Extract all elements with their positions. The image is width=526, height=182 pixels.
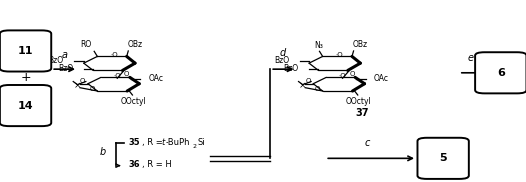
Text: 14: 14 [18,101,33,110]
FancyBboxPatch shape [0,30,51,72]
Text: t: t [161,138,165,147]
Text: +: + [20,71,31,84]
Text: 35: 35 [129,138,140,147]
Text: O: O [305,78,311,84]
Text: O: O [89,86,95,92]
Text: Si: Si [198,138,206,147]
Text: O: O [315,86,320,92]
Text: OAc: OAc [374,74,389,83]
Text: BzO: BzO [49,56,64,66]
Text: BzO: BzO [274,56,289,66]
Text: N₃: N₃ [314,41,323,50]
Text: OBz: OBz [353,40,368,49]
FancyBboxPatch shape [0,85,51,126]
FancyBboxPatch shape [418,138,469,179]
Text: O: O [80,78,85,84]
Text: OOctyl: OOctyl [346,97,372,106]
Text: OAc: OAc [149,74,164,83]
Text: 5: 5 [439,153,447,163]
Text: 36: 36 [129,160,140,169]
Text: OBz: OBz [127,40,143,49]
Text: c: c [365,138,370,148]
Text: 2: 2 [193,144,197,149]
Text: 6: 6 [497,68,505,78]
Text: ·O: ·O [113,73,121,79]
Text: a: a [62,50,67,60]
Text: O: O [349,71,355,77]
Text: BzO: BzO [284,64,299,73]
Text: ·O: ·O [336,52,343,58]
Text: ×: × [299,81,307,90]
Text: O: O [124,71,129,77]
Text: 37: 37 [355,108,369,118]
Text: ·O: ·O [338,73,346,79]
Text: , R = H: , R = H [142,160,171,169]
Text: b: b [99,147,106,157]
Text: e: e [468,53,474,63]
Text: RO: RO [80,40,92,49]
Text: ×: × [74,81,81,90]
FancyBboxPatch shape [475,52,526,93]
Text: -BuPh: -BuPh [166,138,190,147]
Text: d: d [279,48,286,58]
Text: BzO: BzO [58,64,73,73]
Text: OOctyl: OOctyl [120,97,146,106]
Text: ·O: ·O [110,52,118,58]
Text: , R =: , R = [142,138,165,147]
Text: 11: 11 [18,46,33,56]
